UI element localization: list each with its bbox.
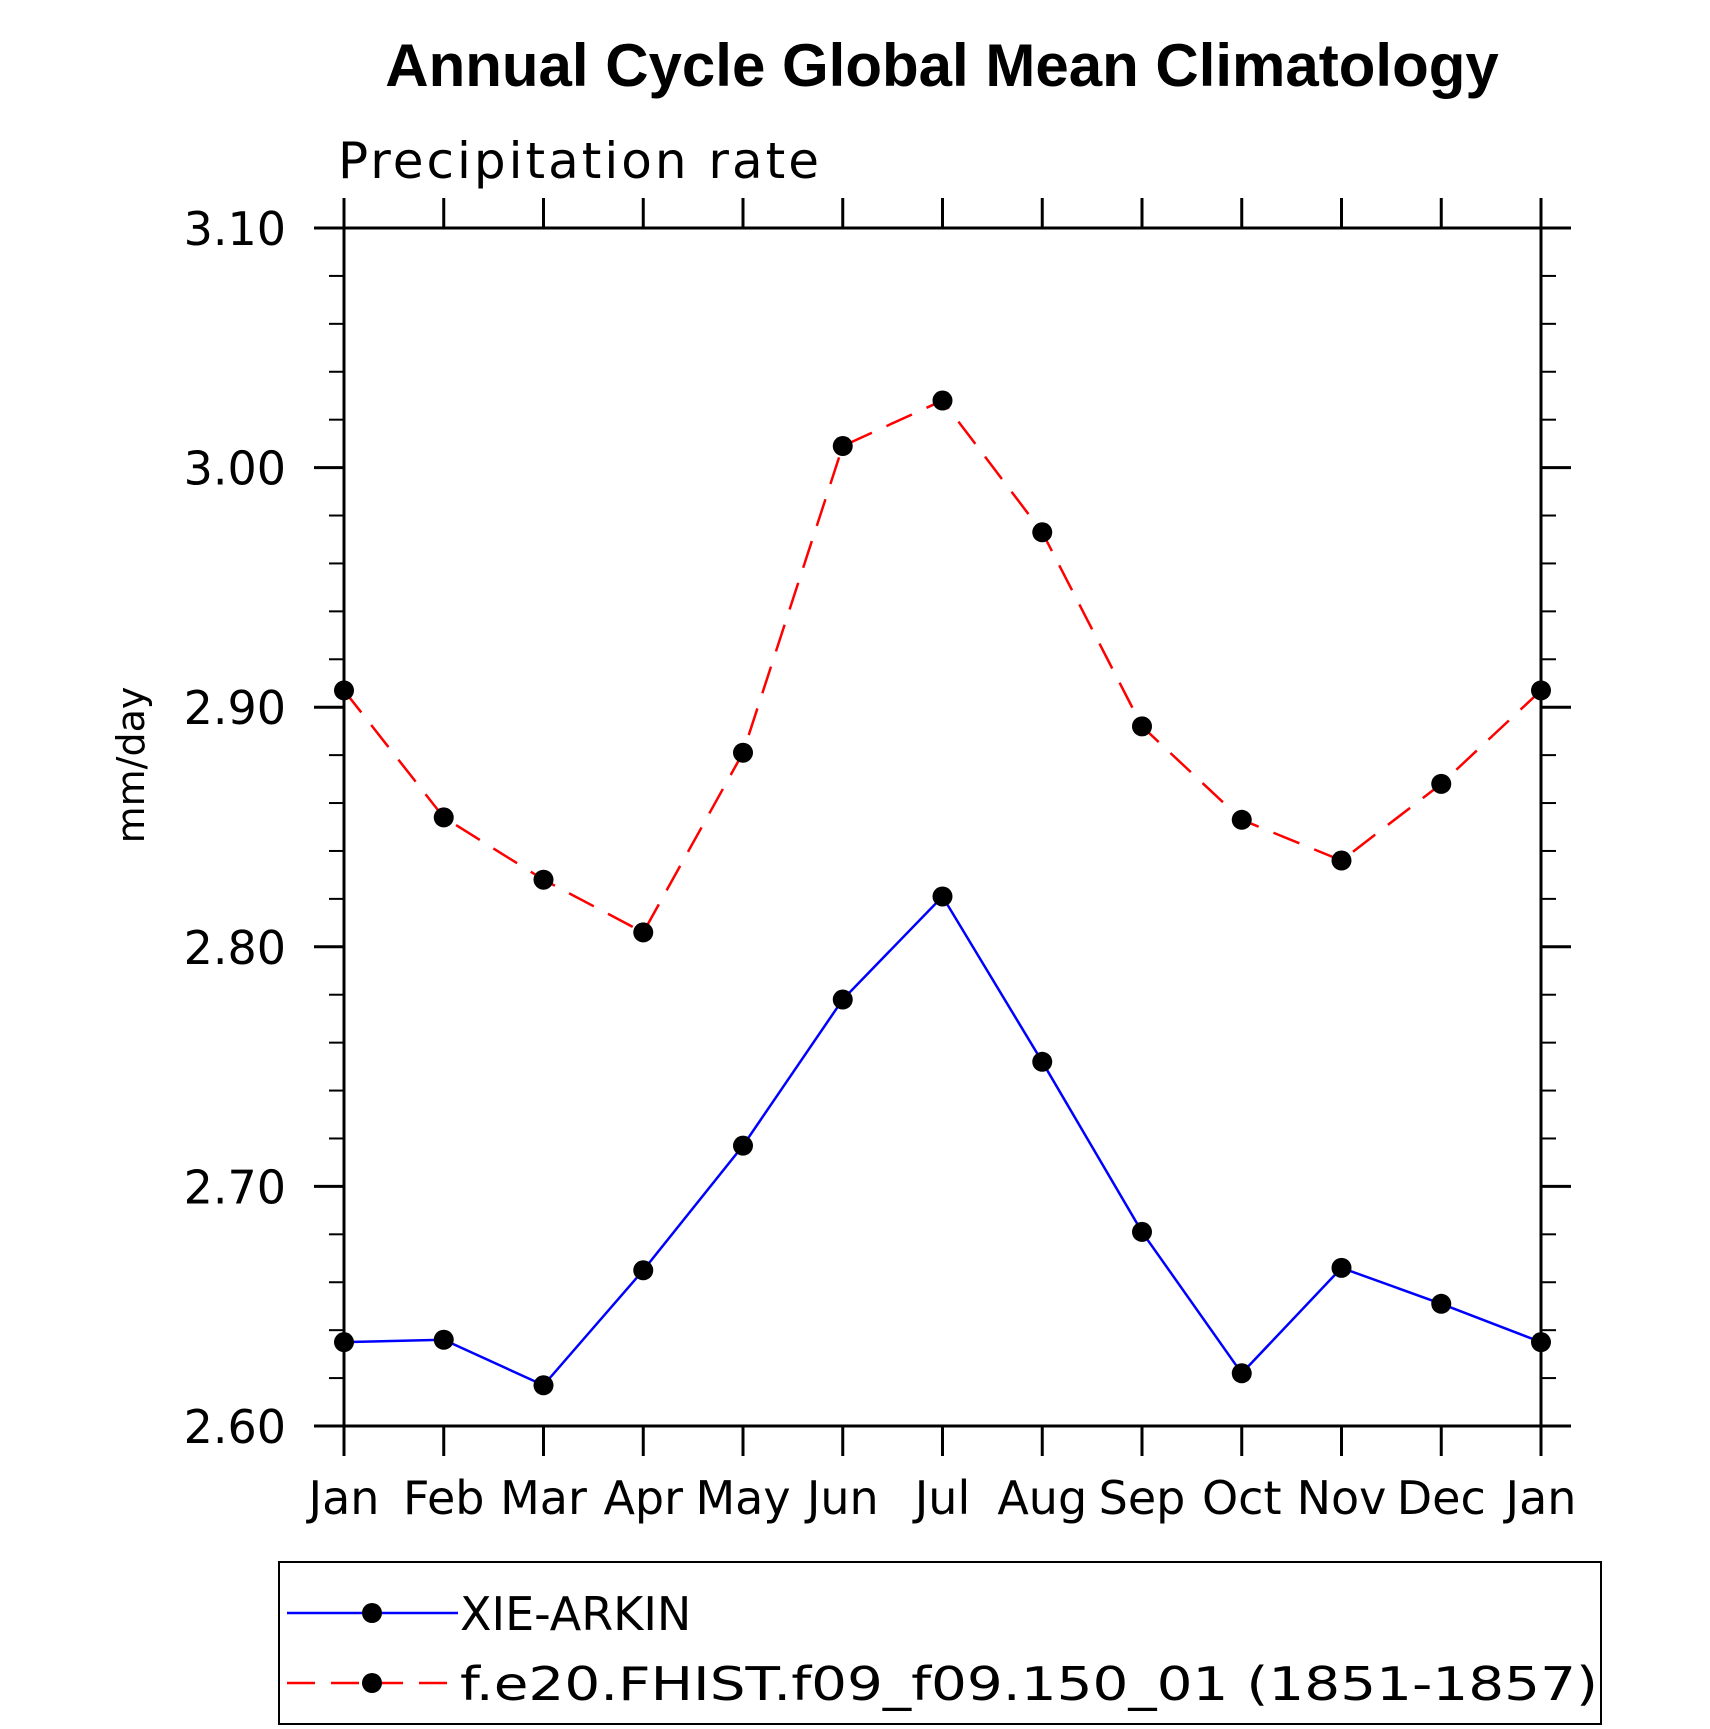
x-tick-label: Jan [1503,1471,1577,1525]
x-tick-label: Sep [1099,1471,1186,1525]
y-tick-label: 3.00 [184,442,286,496]
x-tick-label: May [695,1471,790,1525]
y-tick-label: 2.90 [184,681,286,735]
x-tick-label: Dec [1397,1471,1486,1525]
legend: XIE-ARKIN f.e20.FHIST.f09_f09.150_01 (185… [278,1561,1602,1725]
x-tick-label: Apr [603,1471,683,1525]
data-point [733,1135,753,1156]
legend-label: XIE-ARKIN [460,1587,691,1641]
data-point [533,869,554,890]
data-point [733,742,753,763]
data-point [932,390,953,411]
x-tick-label: Feb [403,1471,484,1525]
data-point [832,436,853,457]
x-tick-label: Jul [912,1471,971,1525]
data-point [1032,522,1053,543]
data-point [433,807,454,828]
data-point [1331,1257,1352,1278]
data-point [1431,773,1452,794]
y-tick-label: 2.60 [184,1400,286,1454]
data-point [1132,1221,1152,1242]
series-layer [334,390,1551,1396]
x-tick-label: Oct [1202,1471,1282,1525]
legend-marker [362,1603,382,1623]
x-tick-label: Aug [997,1471,1087,1525]
data-point [1132,716,1152,737]
data-point [433,1329,454,1350]
series-line [343,894,1542,1387]
y-axis-label: mm/day [109,687,153,844]
data-point [1231,1363,1252,1384]
data-point [1032,1051,1053,1072]
series-line [343,398,1542,935]
data-point [932,886,953,907]
legend-label: f.e20.FHIST.f09_f09.150_01 (1851-1857) [460,1657,1598,1711]
y-tick-label: 3.10 [184,202,286,256]
data-point [633,1260,654,1281]
data-point [533,1375,554,1396]
data-point [1231,809,1252,830]
data-point [1331,850,1352,871]
plot-frame [342,226,1543,1428]
data-point [633,922,654,943]
chart-title: Annual Cycle Global Mean Climatology [385,32,1499,99]
x-tick-label: Jan [306,1471,380,1525]
x-tick-label: Mar [500,1471,587,1525]
data-point [1431,1293,1452,1314]
legend-marker [362,1673,382,1693]
data-point [832,989,853,1010]
x-tick-label: Nov [1297,1471,1387,1525]
legend-box [278,1561,1602,1725]
x-tick-label: Jun [804,1471,879,1525]
axis-ticks: Jan Feb Mar Apr May Jun Jul Aug Sep Oct Nov Dec Jan 2… [184,198,1577,1525]
y-tick-label: 2.80 [184,921,286,975]
y-tick-label: 2.70 [184,1160,286,1214]
chart-subtitle: Precipitation rate [338,132,822,190]
